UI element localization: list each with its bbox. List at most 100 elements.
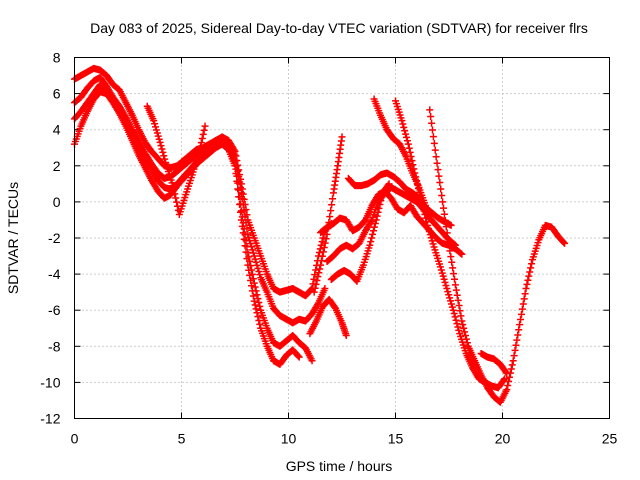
data-point — [295, 353, 303, 361]
data-point — [415, 188, 423, 196]
data-point — [455, 302, 463, 310]
series-track-3 — [71, 81, 316, 365]
data-point — [252, 258, 260, 266]
data-point — [241, 242, 249, 250]
data-point — [455, 326, 463, 334]
y-tick-label: -6 — [48, 302, 61, 318]
data-point — [243, 255, 251, 263]
data-point — [197, 139, 205, 147]
data-point — [315, 269, 323, 277]
data-point — [439, 198, 447, 206]
data-point — [451, 240, 459, 248]
data-point — [459, 321, 467, 329]
data-point — [452, 316, 460, 324]
data-point — [240, 235, 248, 243]
data-point — [342, 331, 350, 339]
data-point — [417, 196, 425, 204]
data-point — [326, 213, 334, 221]
data-point — [200, 126, 208, 134]
data-point — [162, 158, 170, 166]
data-point — [406, 148, 414, 156]
data-point — [426, 231, 434, 239]
data-point — [252, 305, 260, 313]
data-point — [248, 287, 256, 295]
data-point — [239, 229, 247, 237]
y-tick-label: 0 — [53, 194, 61, 210]
data-point — [436, 263, 444, 271]
data-point — [150, 117, 158, 125]
data-point — [327, 207, 335, 215]
data-point — [245, 266, 253, 274]
data-point — [518, 305, 526, 313]
data-point — [520, 295, 528, 303]
data-point — [416, 192, 424, 200]
data-point — [509, 357, 517, 365]
data-point — [451, 241, 459, 249]
grid-layer — [74, 57, 610, 419]
data-point — [154, 132, 162, 140]
data-point — [312, 280, 320, 288]
data-point — [511, 346, 519, 354]
data-point — [505, 377, 513, 385]
data-point — [408, 157, 416, 165]
data-point — [420, 207, 428, 215]
data-point — [500, 376, 508, 384]
data-point — [254, 264, 262, 272]
data-point — [196, 143, 204, 151]
data-point — [320, 244, 328, 252]
series-track-6 — [306, 295, 350, 339]
data-point — [248, 282, 256, 290]
data-point — [384, 181, 392, 189]
data-point — [237, 207, 245, 215]
data-point — [453, 291, 461, 299]
data-point — [250, 297, 258, 305]
data-point — [507, 365, 515, 373]
data-point — [235, 186, 243, 194]
data-point — [254, 295, 262, 303]
data-point — [444, 235, 452, 243]
data-point — [173, 198, 181, 206]
data-point — [447, 300, 455, 308]
data-point — [450, 270, 458, 278]
data-point — [457, 312, 465, 320]
data-point — [526, 268, 534, 276]
data-point — [370, 223, 378, 231]
data-point — [447, 221, 455, 229]
data-point — [514, 331, 522, 339]
data-point — [407, 153, 415, 161]
data-point — [170, 186, 178, 194]
data-point — [429, 240, 437, 248]
data-point — [253, 291, 261, 299]
data-point — [409, 161, 417, 169]
data-point — [442, 223, 450, 231]
data-point — [451, 313, 459, 321]
data-point — [421, 211, 429, 219]
data-point — [329, 195, 337, 203]
data-point — [525, 272, 533, 280]
data-point — [402, 130, 410, 138]
data-point — [443, 285, 451, 293]
data-point — [522, 285, 530, 293]
data-point — [153, 129, 161, 137]
data-point — [434, 166, 442, 174]
data-point — [171, 190, 179, 198]
y-tick-label: 2 — [53, 158, 61, 174]
data-point — [508, 361, 516, 369]
data-point — [157, 142, 165, 150]
y-tick-label: -8 — [48, 338, 61, 354]
data-point — [430, 139, 438, 147]
data-point — [413, 177, 421, 185]
x-tick-label: 25 — [602, 431, 618, 447]
data-point — [161, 155, 169, 163]
data-point — [414, 181, 422, 189]
data-point — [372, 216, 380, 224]
data-point — [443, 229, 451, 237]
data-point — [251, 301, 259, 309]
data-point — [248, 246, 256, 254]
data-point — [321, 285, 329, 293]
data-point — [432, 153, 440, 161]
data-point — [255, 298, 263, 306]
chart-title: Day 083 of 2025, Sidereal Day-to-day VTE… — [90, 20, 588, 36]
data-point — [159, 148, 167, 156]
